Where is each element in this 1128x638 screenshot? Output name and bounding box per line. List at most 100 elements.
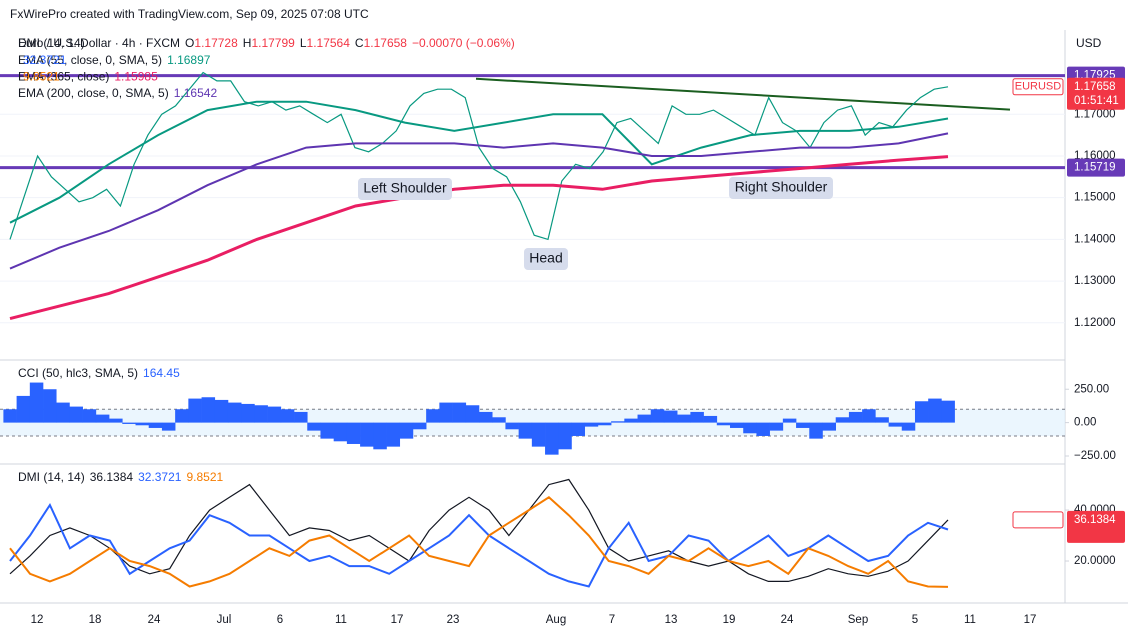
indicator-name: EMA (55, close, 0, SMA, 5) <box>18 53 162 67</box>
indicator-name: EMA (365, close) <box>18 70 109 84</box>
indicator-legend: EMA (365, close) 1.15985 <box>18 70 158 84</box>
indicator-value: 32.3721 <box>23 53 67 67</box>
bar <box>558 422 572 450</box>
bar <box>439 402 453 423</box>
bar <box>426 409 440 423</box>
bar <box>479 411 493 423</box>
x-tick-label: 19 <box>723 614 736 626</box>
bar <box>703 415 718 423</box>
ohlc-value: 1.17728 <box>194 36 238 50</box>
bar <box>901 422 916 431</box>
series-line <box>9 496 949 588</box>
bar <box>161 422 176 431</box>
bar <box>756 422 770 436</box>
bar <box>650 409 665 423</box>
x-tick-label: 11 <box>964 614 976 626</box>
bar <box>492 417 506 423</box>
price-box <box>1067 77 1125 110</box>
indicator-value: 164.45 <box>143 366 180 380</box>
bar <box>82 409 97 423</box>
annotation: Right Shoulder <box>735 179 828 195</box>
indicator-legend: EMA (200, close, 0, SMA, 5) 1.16542 <box>18 86 217 100</box>
bar <box>280 409 295 423</box>
bar <box>782 418 797 423</box>
x-tick-label: 5 <box>912 614 918 626</box>
bar <box>835 417 850 423</box>
y-tick-label: 1.13000 <box>1074 275 1116 287</box>
bar <box>373 422 387 450</box>
indicator-legend: 32.3721 <box>23 53 67 67</box>
bar <box>320 422 334 439</box>
bar <box>743 422 757 434</box>
annotation-box <box>729 177 833 199</box>
ohlc-value: C <box>355 36 364 50</box>
bar <box>730 422 744 428</box>
bar <box>769 422 784 431</box>
bar <box>56 402 70 423</box>
indicator-value: 9.8521 <box>186 470 223 484</box>
series-line <box>9 155 949 321</box>
bar <box>809 422 823 439</box>
series-line <box>9 502 949 588</box>
x-tick-label: Jul <box>217 614 232 626</box>
bar <box>3 409 17 423</box>
x-tick-label: 23 <box>447 614 460 626</box>
x-tick-label: Aug <box>546 614 566 626</box>
symbol-title: Euro / U.S. Dollar · 4h · FXCM <box>18 36 180 50</box>
ohlc-value: 1.17799 <box>251 36 295 50</box>
symbol-label: EURUSD <box>1015 81 1062 93</box>
bar <box>386 422 401 447</box>
y-tick-label: 1.15000 <box>1074 192 1116 204</box>
bar <box>399 422 414 439</box>
bar <box>214 399 229 423</box>
bar <box>611 421 625 423</box>
y-tick-label: −250.00 <box>1074 450 1116 462</box>
symbol-title: DMI (14, 14) <box>18 36 85 50</box>
bar <box>875 417 889 423</box>
bar <box>360 422 374 447</box>
bar <box>848 411 863 423</box>
symbol-box <box>1012 78 1064 96</box>
bar <box>333 422 348 442</box>
x-tick-label: 18 <box>89 614 102 626</box>
bar <box>43 389 57 423</box>
x-tick-label: Sep <box>848 614 868 626</box>
bar <box>412 422 427 430</box>
y-tick-label: 1.17000 <box>1074 108 1116 120</box>
bar <box>69 406 83 423</box>
bar <box>888 422 903 427</box>
pane-title: Euro / U.S. Dollar · 4h · FXCM O1.17728 H1… <box>18 36 515 50</box>
bar <box>16 395 31 423</box>
annotation-box <box>358 178 452 200</box>
bar <box>227 402 242 423</box>
bar <box>941 400 955 423</box>
bar <box>571 422 585 436</box>
ohlc-value: L <box>300 36 307 50</box>
indicator-name: CCI (50, hlc3, SMA, 5) <box>18 366 138 380</box>
indicator-value: 9.8521 <box>23 70 60 84</box>
series-line <box>9 100 949 224</box>
x-tick-label: 17 <box>391 614 404 626</box>
bar <box>465 405 480 423</box>
bar <box>254 405 268 423</box>
bar <box>822 422 837 431</box>
bar <box>175 409 189 423</box>
x-tick-label: 24 <box>781 614 794 626</box>
bar <box>928 398 942 423</box>
series-line <box>9 132 949 270</box>
x-tick-label: 24 <box>148 614 161 626</box>
x-tick-label: 11 <box>335 614 347 626</box>
pane-title: DMI (14, 14) 36.1384 32.3721 9.8521 <box>18 470 223 484</box>
y-tick-label: 0.00 <box>1074 417 1096 429</box>
annotation: Left Shoulder <box>363 180 447 196</box>
x-tick-label: 13 <box>665 614 678 626</box>
bar <box>505 422 519 430</box>
bar <box>862 409 876 423</box>
ohlc-value: 1.17658 <box>364 36 408 50</box>
indicator-value: 36.1384 <box>90 470 134 484</box>
indicator-name: EMA (200, close, 0, SMA, 5) <box>18 86 169 100</box>
bar <box>637 414 652 423</box>
bar <box>690 411 704 423</box>
